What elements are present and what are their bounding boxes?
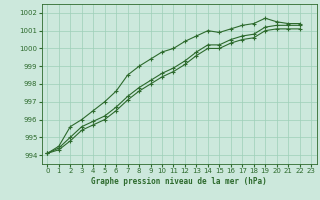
X-axis label: Graphe pression niveau de la mer (hPa): Graphe pression niveau de la mer (hPa): [91, 177, 267, 186]
